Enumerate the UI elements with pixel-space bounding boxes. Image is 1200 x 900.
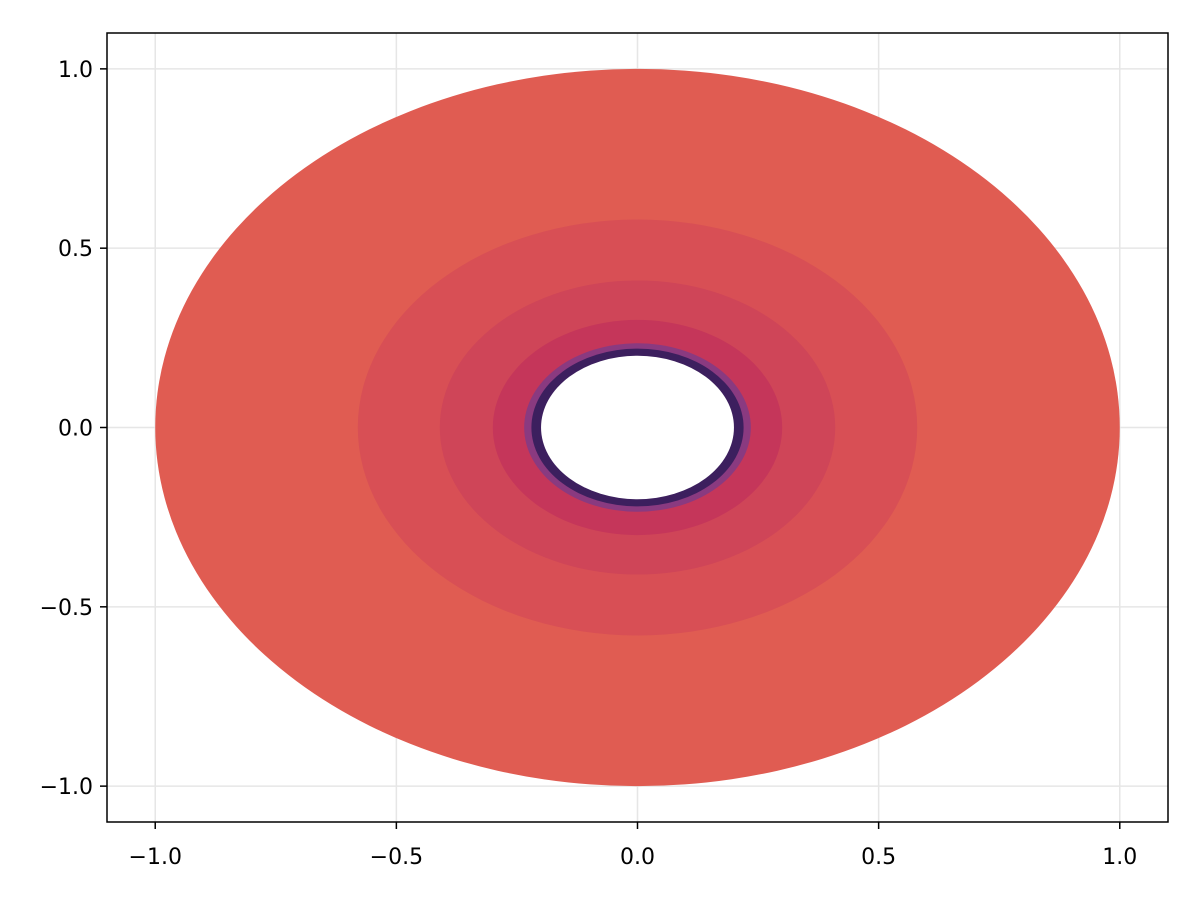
contour-bands xyxy=(155,68,1120,787)
x-tick-label-3: 0.5 xyxy=(861,845,896,870)
y-tick-label-1: 0.5 xyxy=(58,237,93,262)
x-tick-label-1: −0.5 xyxy=(370,845,423,870)
x-tick-label-2: 0.0 xyxy=(620,845,655,870)
x-axis-ticks: −1.0 −0.5 0.0 0.5 1.0 xyxy=(129,822,1137,870)
x-tick-label-4: 1.0 xyxy=(1102,845,1137,870)
y-tick-label-3: −0.5 xyxy=(40,596,93,621)
y-tick-label-2: 0.0 xyxy=(58,417,93,442)
y-axis-ticks: 1.0 0.5 0.0 −0.5 −1.0 xyxy=(40,58,107,800)
x-tick-label-0: −1.0 xyxy=(129,845,182,870)
y-tick-label-0: 1.0 xyxy=(58,58,93,83)
inner-hole xyxy=(541,355,734,500)
y-tick-label-4: −1.0 xyxy=(40,775,93,800)
